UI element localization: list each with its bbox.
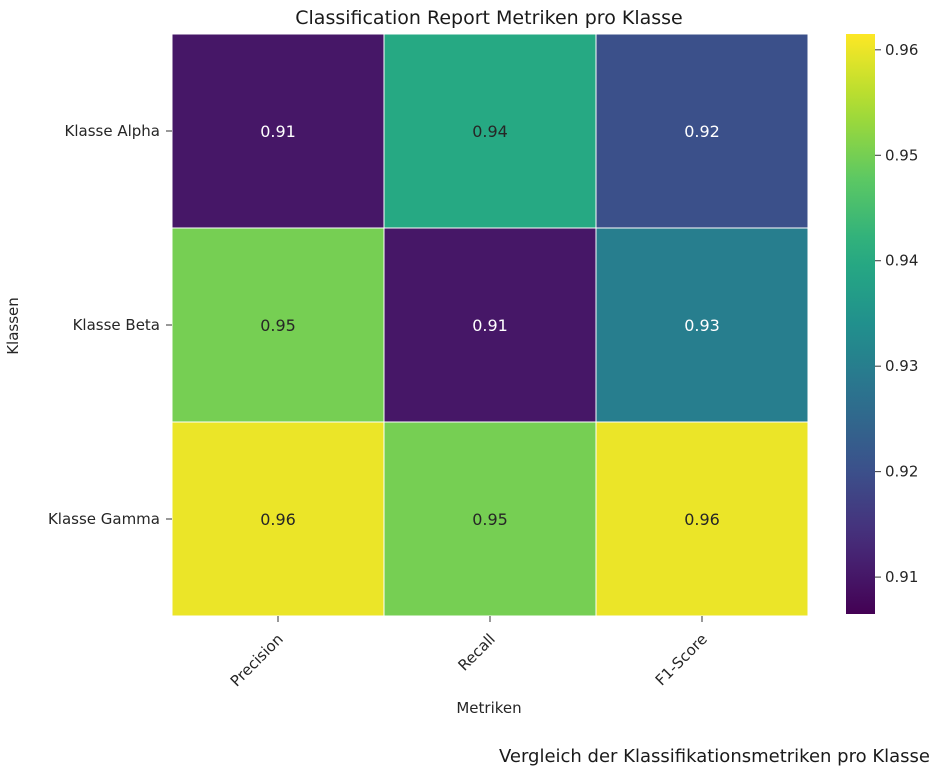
x-tick-labels: Precision Recall F1-Score [227,616,711,690]
cell-value-label: 0.94 [472,122,508,141]
y-axis-label: Klassen [4,297,22,355]
heatmap-cell [171,33,385,229]
heatmap-cells: 0.91 0.94 0.92 0.95 0.91 0.93 0.96 0.95 0.96 [171,33,809,617]
colorbar-tick-label: 0.96 [885,41,918,59]
y-tick-label: Klasse Beta [73,316,160,334]
colorbar-tick-label: 0.92 [885,463,918,481]
colorbar-ticks: 0.91 0.92 0.93 0.94 0.95 0.96 [875,41,918,586]
heatmap-cell [383,33,597,229]
chart-title: Classification Report Metriken pro Klass… [295,7,683,29]
x-tick-label: Precision [227,630,287,690]
x-axis-label: Metriken [456,699,521,717]
heatmap-cell [171,421,385,617]
cell-value-label: 0.91 [472,316,508,335]
colorbar-tick-label: 0.95 [885,146,918,164]
cell-value-label: 0.91 [260,122,296,141]
figure-caption: Vergleich der Klassifikationsmetriken pr… [499,746,930,767]
cell-value-label: 0.96 [260,510,296,529]
y-tick-label: Klasse Gamma [48,510,160,528]
colorbar-tick-label: 0.91 [885,568,918,586]
cell-value-label: 0.95 [260,316,296,335]
y-tick-labels: Klasse Alpha Klasse Beta Klasse Gamma [48,122,172,528]
heatmap-cell [171,227,385,423]
heatmap-cell [383,227,597,423]
colorbar-tick-label: 0.94 [885,252,918,270]
colorbar-tick-label: 0.93 [885,357,918,375]
colorbar [846,34,875,614]
y-tick-label: Klasse Alpha [65,122,160,140]
heatmap-cell [595,33,809,229]
x-tick-label: Recall [454,630,498,674]
cell-value-label: 0.93 [684,316,720,335]
x-tick-label: F1-Score [652,630,711,689]
cell-value-label: 0.95 [472,510,508,529]
heatmap-cell [383,421,597,617]
cell-value-label: 0.92 [684,122,720,141]
cell-value-label: 0.96 [684,510,720,529]
heatmap-cell [595,227,809,423]
